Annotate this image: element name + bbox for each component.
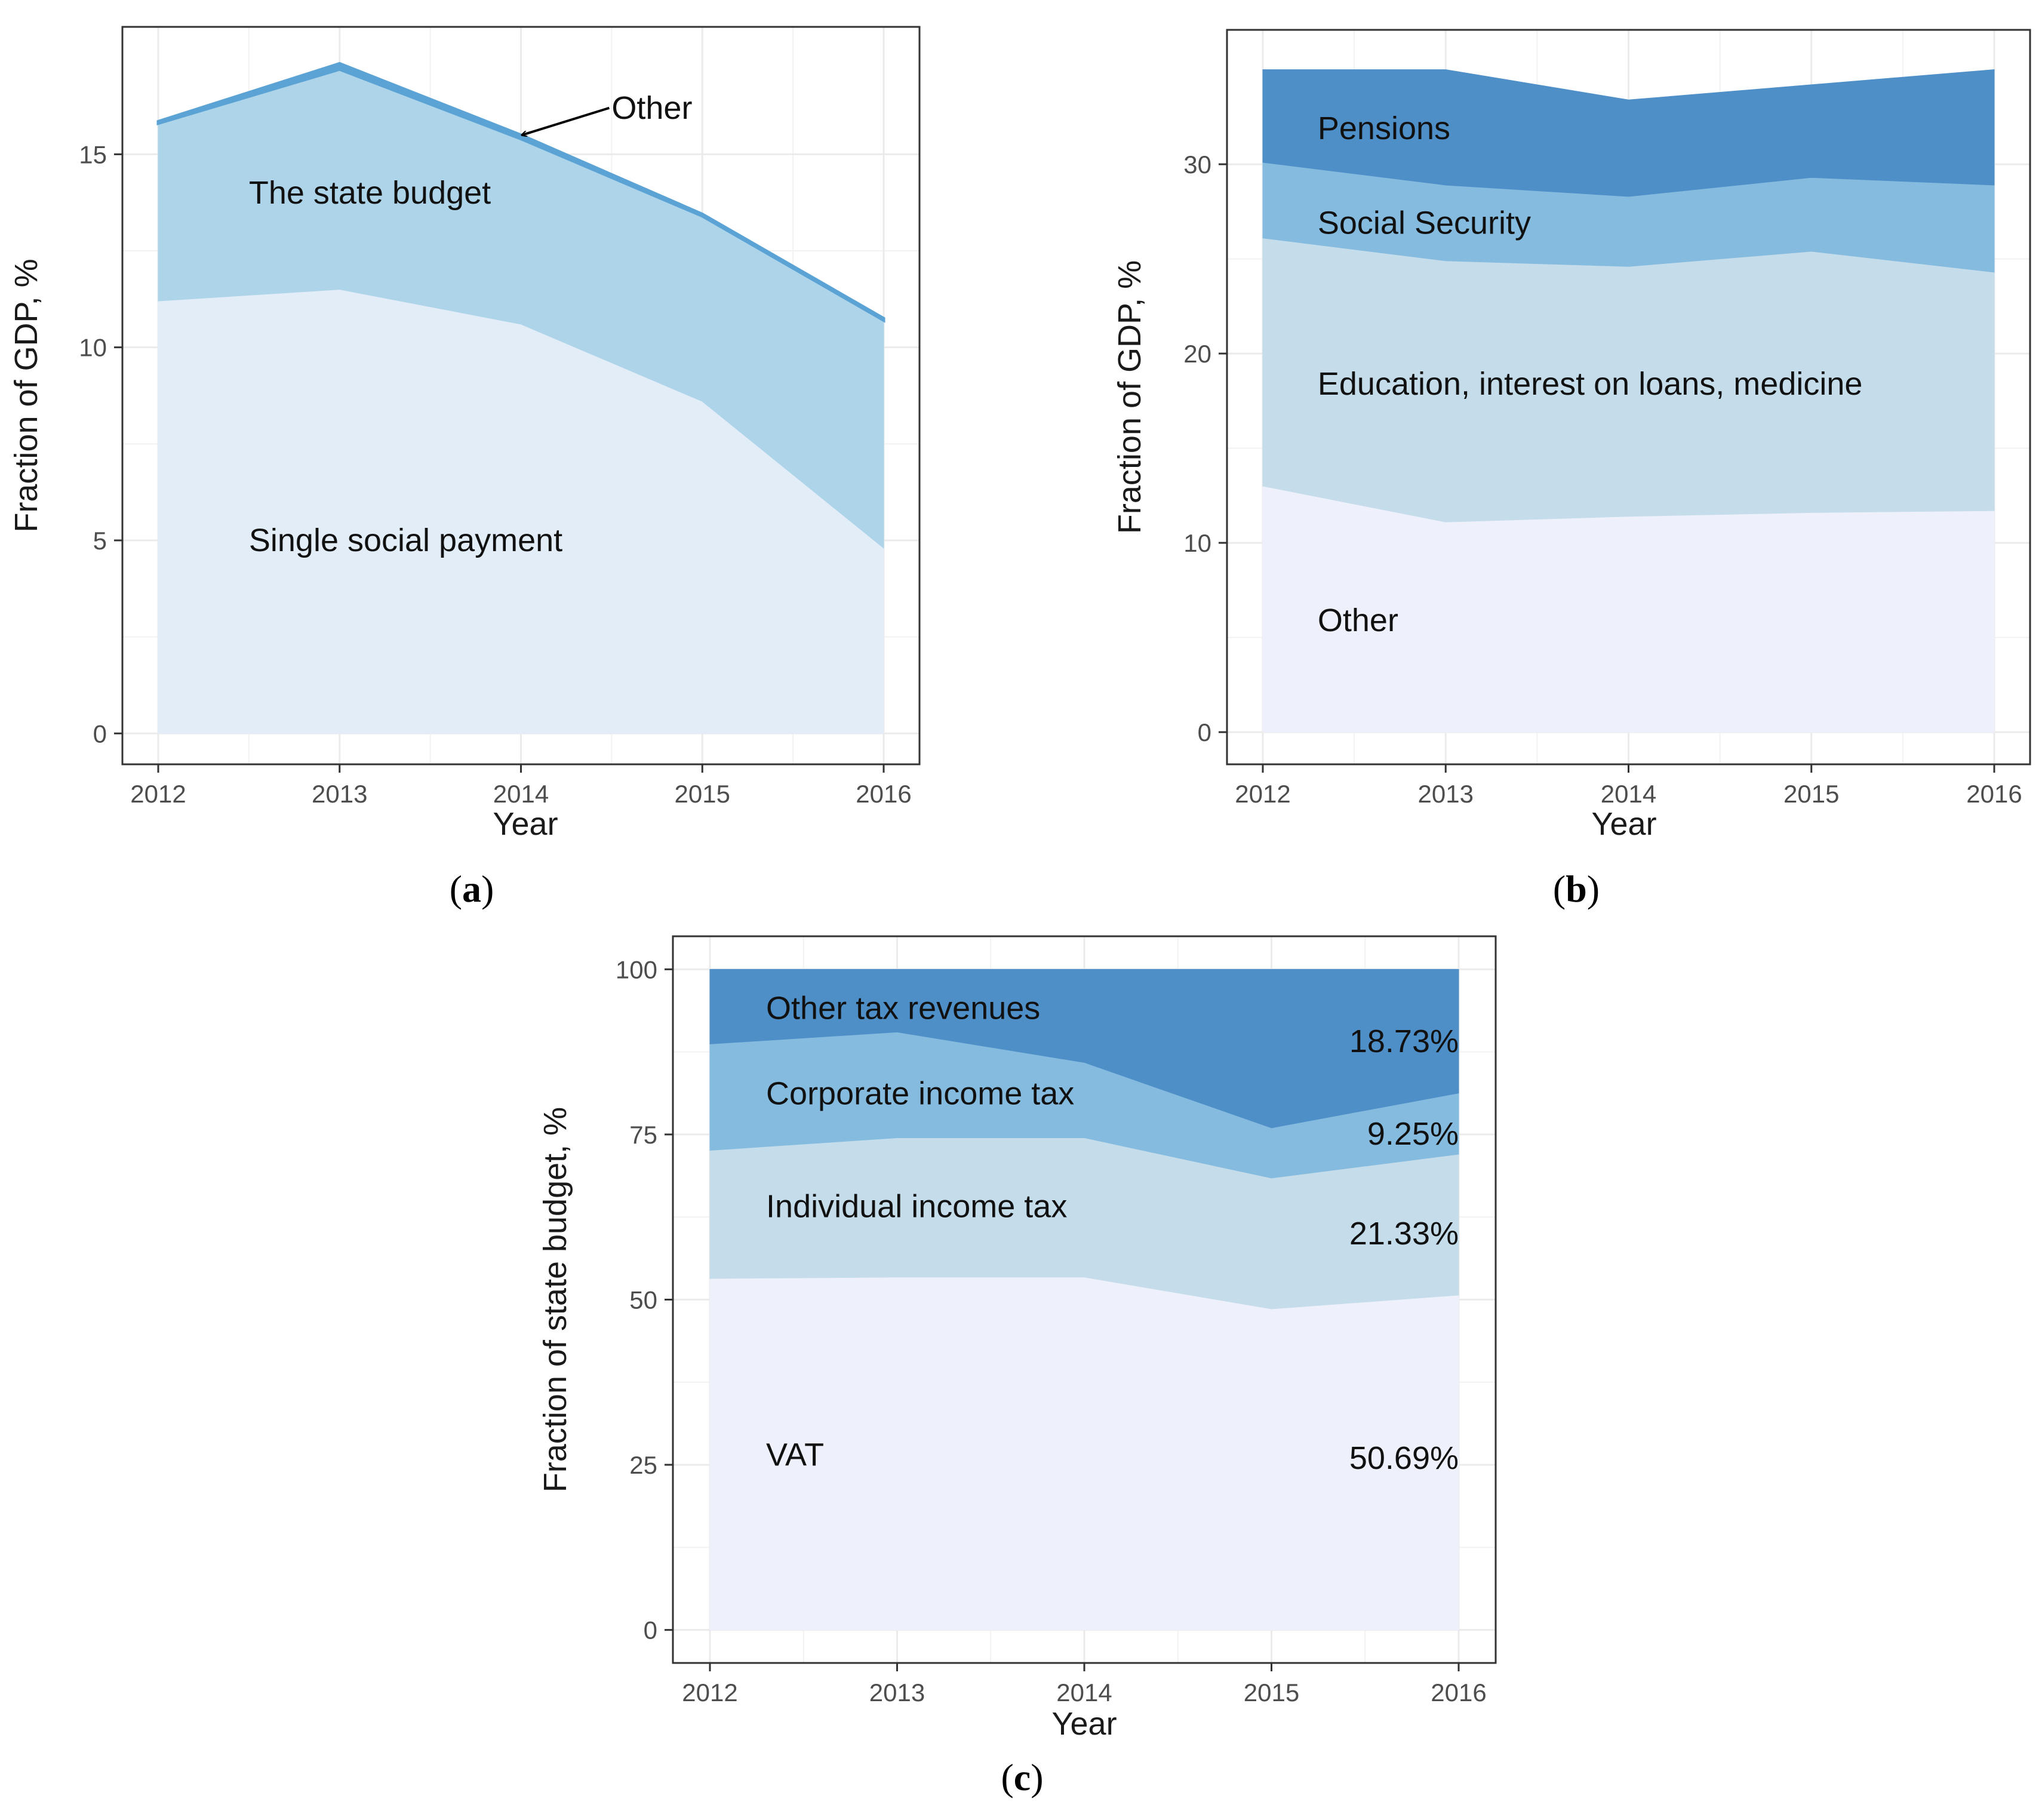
caption-close: ) [1587,868,1600,910]
label-the-state-budget: The state budget [249,175,491,211]
x-tick-label: 2013 [312,780,367,808]
chart-a: 2012 2013 2014 2015 2016 0 5 10 15 Year Fraction o… [8,26,921,910]
caption-open: ( [450,868,462,910]
x-axis-title: Year [1591,806,1656,842]
label-18-73: 18.73% [1349,1023,1459,1059]
y-tick-label: 0 [1198,718,1211,746]
label-other-tax-revenues: Other tax revenues [766,991,1040,1026]
label-pensions: Pensions [1318,110,1450,146]
y-tick-label: 10 [79,334,107,362]
y-axis-title: Fraction of state budget, % [537,1107,573,1492]
x-tick-label: 2016 [1966,780,2022,808]
x-tick-label: 2015 [1244,1678,1299,1707]
area-other [156,62,885,323]
x-axis-title: Year [493,806,558,842]
label-individual-income-tax: Individual income tax [766,1189,1067,1225]
x-tick-label: 2014 [1056,1678,1112,1707]
y-tick-label: 5 [93,527,107,555]
label-50-69: 50.69% [1349,1440,1459,1476]
label-social-security: Social Security [1318,205,1531,241]
area-pensions [1262,69,1995,197]
label-education-interest-on-loans-medicine: Education, interest on loans, medicine [1318,366,1863,402]
caption-c: (c) [1001,1756,1043,1799]
label-single-social-payment: Single social payment [249,522,562,558]
label-corporate-income-tax: Corporate income tax [766,1075,1074,1111]
x-tick-label: 2015 [675,780,730,808]
label-other: Other [611,90,692,126]
caption-letter: b [1566,868,1587,910]
y-tick-label: 20 [1183,340,1211,368]
x-tick-label: 2013 [869,1678,925,1707]
y-tick-label: 15 [79,140,107,168]
x-tick-label: 2014 [1601,780,1656,808]
x-tick-label: 2012 [682,1678,737,1707]
x-tick-label: 2016 [1431,1678,1486,1707]
label-other: Other [1318,602,1398,638]
x-tick-label: 2016 [856,780,911,808]
y-axis-title: Fraction of GDP, % [8,259,44,532]
y-axis-title: Fraction of GDP, % [1112,260,1148,534]
x-axis-title: Year [1051,1706,1117,1742]
x-tick-label: 2013 [1418,780,1474,808]
caption-open: ( [1001,1756,1013,1799]
label-21-33: 21.33% [1349,1216,1459,1252]
caption-letter: c [1014,1756,1031,1799]
label-vat: VAT [766,1437,824,1472]
label-9-25: 9.25% [1367,1116,1459,1152]
chart-b: 2012 2013 2014 2015 2016 0 10 20 30 Year Fraction … [1112,29,2031,910]
caption-a: (a) [450,868,494,910]
annotation-arrow [522,106,610,135]
x-tick-label: 2012 [130,780,186,808]
y-tick-label: 30 [1183,150,1211,179]
caption-letter: a [462,868,481,910]
caption-close: ) [481,868,494,910]
y-tick-label: 100 [616,955,657,983]
y-tick-label: 50 [629,1286,657,1314]
y-tick-label: 25 [629,1451,657,1479]
caption-open: ( [1553,868,1566,910]
chart-c: 2012 2013 2014 2015 2016 0 25 50 75 100 Year Fracti… [537,935,1497,1799]
caption-close: ) [1031,1756,1043,1799]
area-other-tax-revenues [709,969,1459,1129]
x-tick-label: 2015 [1783,780,1839,808]
caption-b: (b) [1553,868,1600,910]
y-tick-label: 75 [629,1121,657,1149]
y-tick-label: 10 [1183,529,1211,557]
y-tick-label: 0 [644,1616,657,1644]
x-tick-label: 2012 [1235,780,1290,808]
x-tick-label: 2014 [493,780,549,808]
y-tick-label: 0 [93,720,107,748]
